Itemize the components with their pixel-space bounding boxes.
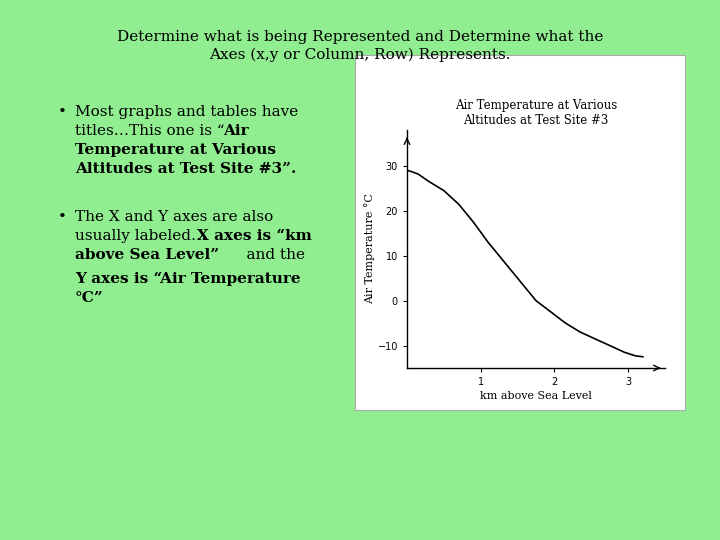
Text: •: • [58,210,67,224]
Text: Air: Air [223,124,248,138]
Text: •: • [58,105,67,119]
Text: above Sea Level”: above Sea Level” [75,248,219,262]
Text: The X and Y axes are also: The X and Y axes are also [75,210,274,224]
Text: °C”: °C” [75,291,104,305]
Text: and the: and the [227,248,305,262]
Bar [355,55,685,410]
Y-axis label: Air Temperature °C: Air Temperature °C [364,193,375,305]
Text: titles…This one is “: titles…This one is “ [75,124,225,138]
Text: X axes is “km: X axes is “km [197,229,312,243]
Text: Temperature at Various: Temperature at Various [75,143,276,157]
Text: Determine what is being Represented and Determine what the: Determine what is being Represented and … [117,30,603,44]
Text: Most graphs and tables have: Most graphs and tables have [75,105,298,119]
Text: Y axes is “Air Temperature: Y axes is “Air Temperature [75,272,301,286]
Text: usually labeled…: usually labeled… [75,229,206,243]
X-axis label: km above Sea Level: km above Sea Level [480,391,592,401]
Text: Axes (x,y or Column, Row) Represents.: Axes (x,y or Column, Row) Represents. [210,48,510,63]
Text: Altitudes at Test Site #3”.: Altitudes at Test Site #3”. [75,162,297,176]
Title: Air Temperature at Various
Altitudes at Test Site #3: Air Temperature at Various Altitudes at … [455,99,617,127]
